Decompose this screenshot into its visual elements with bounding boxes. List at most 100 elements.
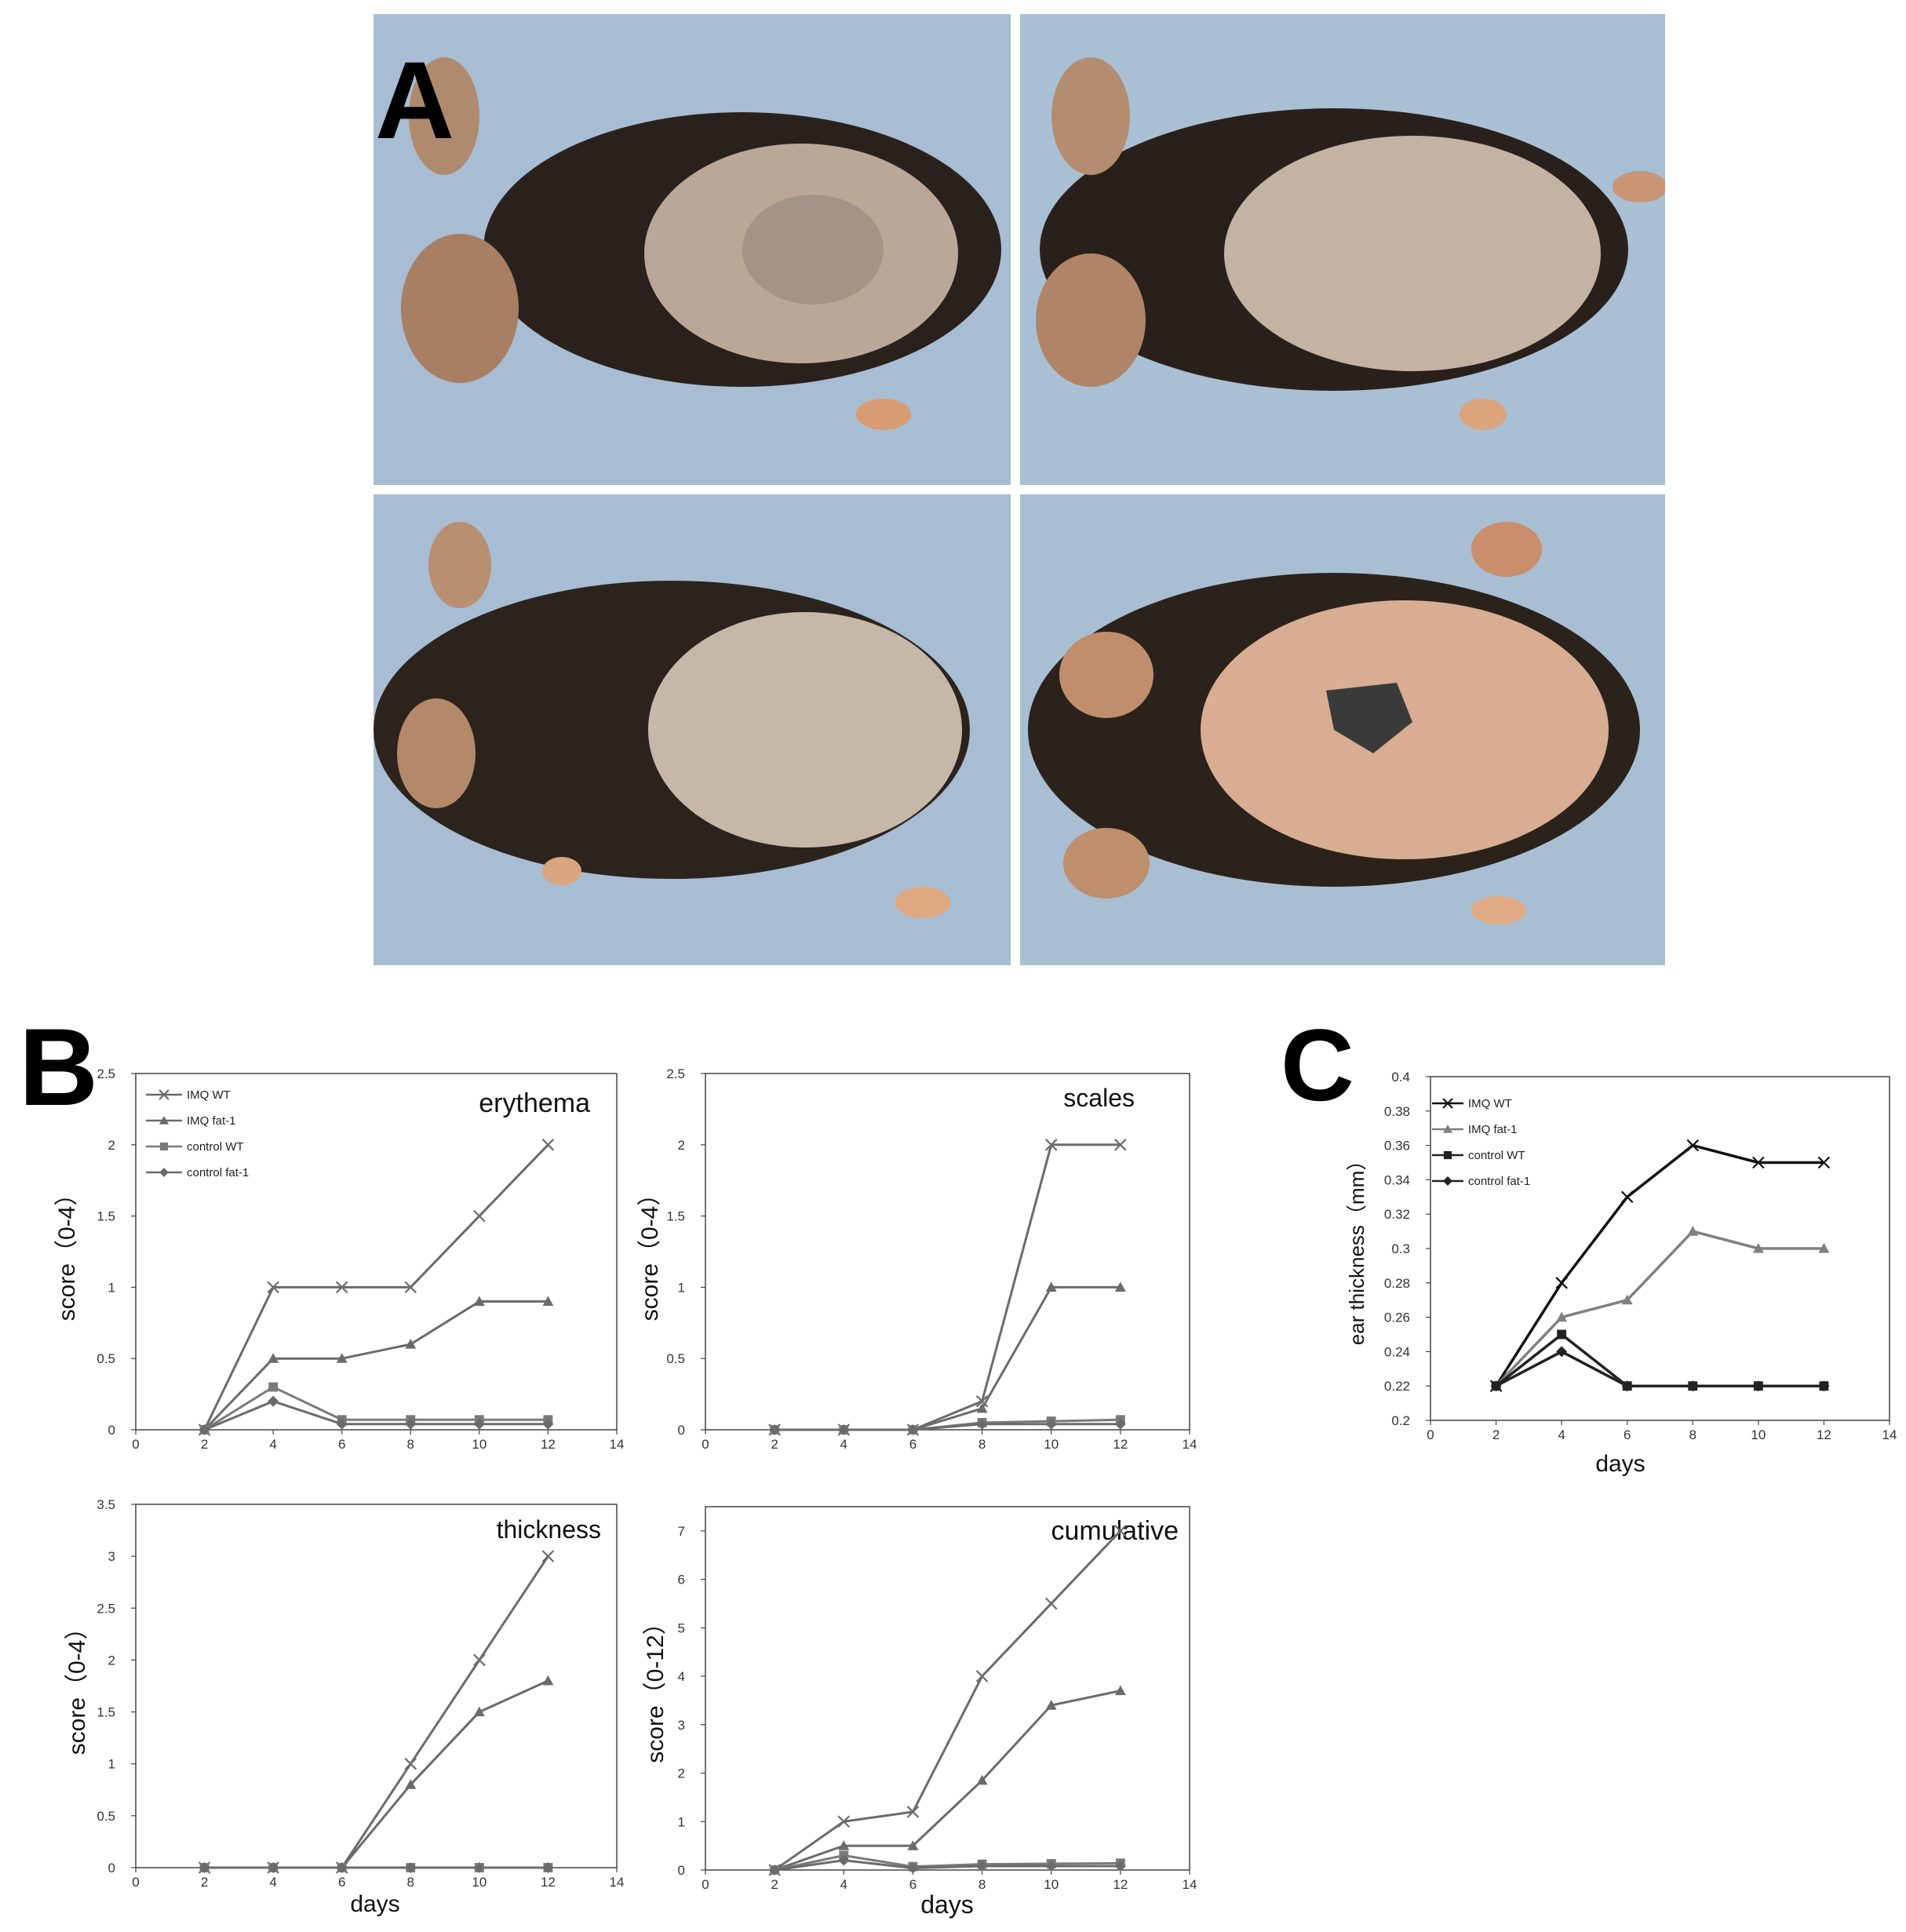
x-tick-label: 0 xyxy=(132,1875,139,1890)
diamond-marker xyxy=(473,1862,485,1873)
series-line xyxy=(204,1679,549,1869)
x-tick-label: 2 xyxy=(1492,1427,1500,1442)
legend-label: IMQ WT xyxy=(1468,1097,1512,1110)
y-tick-label: 2 xyxy=(678,1766,685,1781)
triangle-marker xyxy=(1818,1243,1830,1253)
x-tick-label: 2 xyxy=(201,1437,208,1452)
x-tick-label: 14 xyxy=(1183,1437,1197,1452)
diamond-marker xyxy=(1114,1861,1126,1872)
x-tick-label: 0 xyxy=(132,1437,139,1452)
series-3 xyxy=(199,1395,554,1435)
y-tick-label: 2.5 xyxy=(97,1601,115,1616)
x-tick-label: 10 xyxy=(472,1875,487,1890)
y-tick-label: 1 xyxy=(678,1280,685,1295)
triangle-marker xyxy=(473,1706,485,1717)
x-tick-label: 12 xyxy=(1113,1437,1128,1452)
x-tick-label: 4 xyxy=(269,1437,276,1452)
y-tick-label: 0.4 xyxy=(1391,1070,1410,1084)
x-tick-label: 12 xyxy=(541,1437,556,1452)
x-marker xyxy=(1817,1156,1831,1169)
x-marker xyxy=(541,1139,555,1151)
legend-label: control WT xyxy=(187,1140,244,1154)
mouse-photo-icon xyxy=(374,14,1011,485)
diamond-marker xyxy=(1687,1380,1699,1392)
triangle-marker xyxy=(473,1296,485,1307)
series-1 xyxy=(199,1675,554,1872)
diamond-marker xyxy=(473,1418,485,1430)
triangle-marker xyxy=(542,1296,554,1307)
x-tick-label: 4 xyxy=(840,1877,847,1892)
triangle-marker xyxy=(1114,1281,1126,1292)
chart-title: thickness xyxy=(497,1515,601,1544)
y-tick-label: 0 xyxy=(108,1423,115,1438)
diamond-marker xyxy=(1818,1380,1830,1392)
triangle-marker xyxy=(542,1675,554,1686)
diamond-marker xyxy=(1752,1380,1764,1392)
x-tick-label: 12 xyxy=(1817,1427,1831,1442)
y-axis-label: score（0-4） xyxy=(637,1183,663,1321)
series-3 xyxy=(199,1862,554,1873)
photo-grid xyxy=(374,14,1665,965)
triangle-marker xyxy=(1687,1226,1699,1236)
x-marker xyxy=(159,1089,169,1100)
square-marker xyxy=(1443,1150,1452,1160)
diamond-marker xyxy=(1621,1380,1633,1392)
diamond-marker xyxy=(199,1424,210,1435)
x-tick-label: 4 xyxy=(840,1437,847,1452)
x-tick-label: 12 xyxy=(1113,1877,1128,1892)
x-marker xyxy=(1114,1139,1127,1151)
x-marker xyxy=(473,1209,486,1223)
chart-2: 0 2 4 6 8 10 12 14 0 0.5 1 1.5 2 2.5 3 3.5 thickness scor… xyxy=(64,1497,624,1917)
legend-label: IMQ fat-1 xyxy=(1468,1123,1518,1136)
triangle-marker xyxy=(907,1840,919,1850)
series-line xyxy=(1495,1143,1824,1387)
diamond-marker xyxy=(907,1424,919,1435)
diamond-marker xyxy=(907,1862,919,1874)
x-tick-label: 2 xyxy=(201,1875,208,1890)
x-tick-label: 4 xyxy=(269,1875,276,1890)
y-tick-label: 0 xyxy=(108,1861,115,1875)
legend-label: control WT xyxy=(1468,1149,1525,1162)
x-marker xyxy=(1442,1098,1453,1109)
y-tick-label: 2.5 xyxy=(97,1066,115,1081)
y-tick-label: 3 xyxy=(678,1718,685,1733)
series-3 xyxy=(769,1854,1126,1875)
x-tick-label: 2 xyxy=(771,1437,778,1452)
series-line xyxy=(1495,1350,1824,1387)
chart-4: 0 2 4 6 8 10 12 14 0.2 0.22 0.24 0.26 0.28 0.3 0.32 0.3… xyxy=(1345,1070,1897,1477)
triangle-marker xyxy=(976,1402,988,1413)
series-line xyxy=(774,1529,1121,1872)
x-marker xyxy=(1044,1597,1058,1610)
diamond-marker xyxy=(268,1395,279,1407)
mouse-photo-top-left xyxy=(374,14,1011,485)
y-tick-label: 0.5 xyxy=(97,1809,115,1824)
diamond-marker xyxy=(542,1862,554,1873)
x-tick-label: 8 xyxy=(979,1437,986,1452)
diamond-marker xyxy=(405,1418,417,1430)
series-line xyxy=(774,1423,1121,1431)
x-axis-label: days xyxy=(920,1890,974,1919)
diamond-marker xyxy=(976,1418,988,1430)
triangle-marker xyxy=(1556,1311,1568,1322)
x-marker xyxy=(975,1394,989,1408)
x-axis-label: days xyxy=(350,1891,399,1917)
y-tick-label: 1.5 xyxy=(666,1209,685,1224)
x-tick-label: 0 xyxy=(702,1437,709,1452)
x-tick-label: 10 xyxy=(1751,1427,1766,1442)
chart-1: 0 2 4 6 8 10 12 14 0 0.5 1 1.5 2 2.5 scales score（0-4） xyxy=(637,1066,1197,1452)
panel-label-a: A xyxy=(375,38,455,162)
x-marker xyxy=(837,1815,851,1828)
triangle-marker xyxy=(1114,1685,1126,1696)
panel-label-b: B xyxy=(19,1005,99,1128)
chart-0: 0 2 4 6 8 10 12 14 0 0.5 1 1.5 2 2.5 erythema score（0-4… xyxy=(54,1066,624,1452)
plot-frame xyxy=(705,1506,1190,1871)
panel-label-c: C xyxy=(1281,1008,1354,1122)
diamond-marker xyxy=(1114,1418,1126,1430)
x-marker xyxy=(267,1281,279,1294)
diamond-marker xyxy=(1045,1418,1057,1430)
y-tick-label: 0.32 xyxy=(1384,1207,1410,1222)
y-tick-label: 0.34 xyxy=(1384,1172,1410,1187)
y-tick-label: 1.5 xyxy=(97,1705,115,1720)
y-tick-label: 0.5 xyxy=(666,1351,685,1366)
